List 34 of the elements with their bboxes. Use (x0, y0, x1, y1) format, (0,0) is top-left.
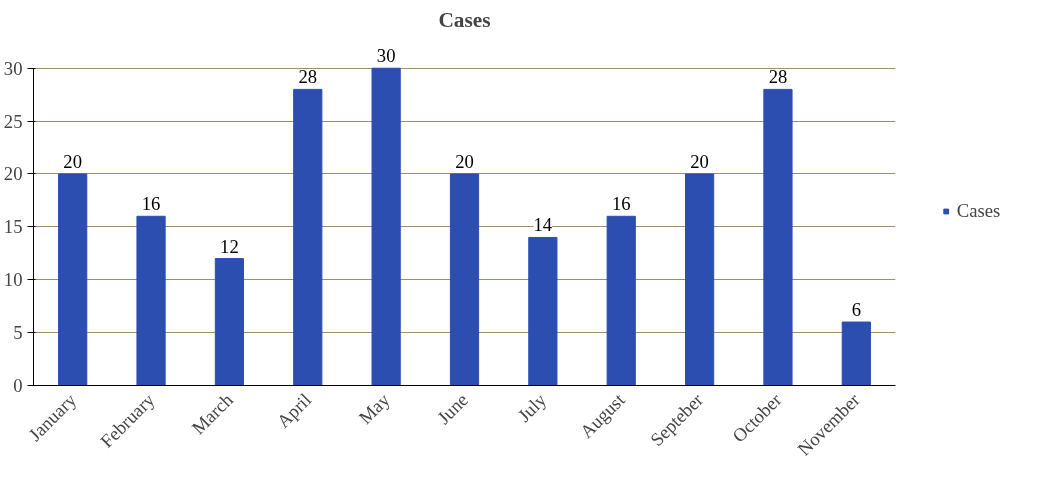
data-label: 16 (141, 193, 161, 215)
bar (136, 215, 166, 386)
data-label: 20 (455, 150, 474, 172)
data-label: 20 (690, 150, 709, 172)
bar (371, 67, 401, 386)
bar (214, 258, 245, 386)
bar (293, 88, 323, 386)
y-tick-label: 10 (3, 269, 23, 291)
bar (606, 215, 636, 386)
chart-title: Cases (438, 7, 491, 32)
data-label: 14 (533, 214, 553, 236)
bar (841, 321, 871, 386)
y-tick-label: 15 (3, 216, 23, 238)
bar (449, 173, 480, 386)
legend-label: Cases (956, 199, 1001, 222)
data-label: 20 (63, 150, 83, 172)
data-label: 16 (611, 193, 631, 215)
data-label: 28 (298, 66, 318, 88)
bar (58, 173, 88, 386)
bar (528, 236, 558, 386)
bar (763, 88, 793, 386)
bar (684, 173, 715, 386)
data-label: 30 (376, 45, 396, 67)
y-tick-label: 5 (13, 322, 23, 344)
x-tick-label: June (432, 389, 472, 429)
y-tick-label: 20 (3, 163, 23, 185)
data-label: 6 (851, 299, 861, 321)
y-tick-label: 30 (3, 57, 23, 79)
data-label: 12 (220, 235, 239, 257)
x-tick-label: July (513, 388, 551, 426)
x-tick-label: May (354, 388, 395, 429)
y-tick-label: 0 (13, 375, 23, 396)
y-tick-label: 25 (3, 110, 23, 132)
data-label: 28 (768, 66, 788, 88)
